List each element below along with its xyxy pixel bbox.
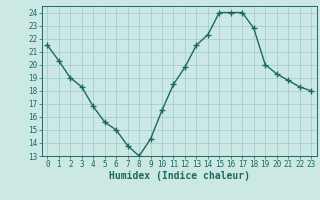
X-axis label: Humidex (Indice chaleur): Humidex (Indice chaleur) xyxy=(109,171,250,181)
